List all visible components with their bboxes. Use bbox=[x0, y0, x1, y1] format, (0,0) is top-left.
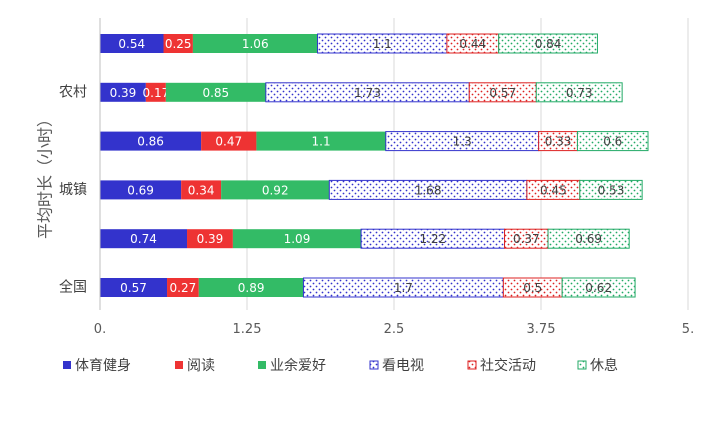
bar-value-label: 0.84 bbox=[535, 37, 562, 51]
bar-value-label: 0.5 bbox=[523, 281, 542, 295]
bar-value-label: 0.89 bbox=[238, 281, 265, 295]
bar-segment bbox=[579, 179, 643, 200]
bar-segment bbox=[100, 278, 168, 297]
x-tick-label: 5. bbox=[682, 322, 694, 337]
x-tick-label: 1.25 bbox=[233, 322, 262, 337]
bar-value-label: 0.54 bbox=[118, 37, 145, 51]
category-label: 全国 bbox=[59, 279, 87, 296]
bar-value-label: 1.22 bbox=[419, 232, 446, 246]
legend-swatch bbox=[577, 360, 587, 370]
bar-segment bbox=[232, 229, 362, 249]
bar-value-label: 0.39 bbox=[110, 86, 137, 100]
bar-value-label: 0.73 bbox=[566, 86, 593, 100]
bar-value-label: 0.57 bbox=[489, 86, 516, 100]
bar-value-label: 0.57 bbox=[120, 281, 147, 295]
bar-segment bbox=[163, 34, 193, 53]
bar-value-label: 1.06 bbox=[242, 37, 269, 51]
category-label: 城镇 bbox=[59, 182, 87, 198]
x-tick-label: 3.75 bbox=[527, 322, 556, 337]
bar-value-label: 1.73 bbox=[354, 86, 381, 100]
legend: 体育健身 阅读 业余爱好 看电视 社交活动 休息 bbox=[63, 357, 618, 374]
bar-value-label: 1.1 bbox=[373, 37, 392, 51]
bar-segment bbox=[167, 278, 199, 297]
bar-value-label: 0.69 bbox=[575, 232, 602, 246]
bar-segment bbox=[187, 229, 233, 249]
bar-segment bbox=[561, 277, 636, 298]
bar-segment bbox=[145, 82, 166, 102]
bar-segment bbox=[100, 131, 202, 151]
bar-value-label: 0.39 bbox=[197, 232, 224, 246]
bar-value-label: 0.62 bbox=[585, 281, 612, 295]
bar-segment bbox=[576, 131, 649, 152]
bar-value-label: 0.17 bbox=[143, 86, 170, 100]
x-tick-label: 2.5 bbox=[384, 322, 405, 337]
bar-segment bbox=[498, 33, 598, 54]
bar-segment bbox=[256, 131, 386, 151]
bar-value-label: 0.53 bbox=[598, 183, 625, 197]
bar-value-label: 0.27 bbox=[170, 281, 197, 295]
legend-swatch bbox=[369, 360, 379, 370]
bar-segment bbox=[100, 82, 146, 102]
y-axis-title: 平均时长（小时） bbox=[36, 111, 55, 239]
legend-label: 看电视 bbox=[382, 358, 424, 374]
bar-value-label: 1.7 bbox=[394, 281, 413, 295]
legend-swatch bbox=[467, 360, 477, 370]
bar-segment bbox=[221, 180, 330, 200]
bars: 0.54 0.25 1.06 1.1 0.44 0.84 0.39 0.17 0.85 1.73 0… bbox=[100, 33, 649, 298]
legend-label: 休息 bbox=[590, 357, 618, 374]
bar-segment bbox=[165, 82, 266, 102]
bar-value-label: 0.92 bbox=[262, 183, 289, 197]
legend-swatch bbox=[63, 361, 71, 369]
legend-label: 体育健身 bbox=[75, 358, 131, 374]
bar-value-label: 0.44 bbox=[459, 37, 486, 51]
legend-swatch bbox=[175, 361, 183, 369]
bar-segment bbox=[535, 82, 623, 103]
legend-label: 阅读 bbox=[187, 357, 215, 374]
grid-lines bbox=[99, 18, 689, 310]
bar-segment bbox=[100, 34, 164, 53]
bar-value-label: 0.33 bbox=[545, 135, 572, 149]
bar-value-label: 0.6 bbox=[603, 135, 622, 149]
legend-swatch bbox=[258, 361, 266, 369]
category-label: 农村 bbox=[59, 84, 87, 100]
bar-value-label: 0.69 bbox=[127, 183, 154, 197]
bar-value-label: 0.37 bbox=[513, 232, 540, 246]
bar-value-label: 1.68 bbox=[415, 183, 442, 197]
legend-label: 社交活动 bbox=[480, 357, 536, 374]
x-tick-label: 0. bbox=[94, 322, 106, 337]
bar-segment bbox=[181, 180, 222, 200]
bar-value-label: 0.74 bbox=[130, 232, 157, 246]
bar-value-label: 1.09 bbox=[284, 232, 311, 246]
bar-value-label: 0.25 bbox=[165, 37, 192, 51]
bar-value-label: 0.47 bbox=[215, 135, 242, 149]
bar-value-label: 0.85 bbox=[202, 86, 229, 100]
bar-segment bbox=[201, 131, 257, 151]
bar-segment bbox=[192, 34, 318, 53]
bar-value-label: 1.3 bbox=[453, 135, 472, 149]
bar-value-label: 0.34 bbox=[188, 183, 215, 197]
bar-segment bbox=[547, 228, 630, 249]
bar-value-label: 1.1 bbox=[312, 135, 331, 149]
legend-label: 业余爱好 bbox=[270, 357, 326, 374]
bar-segment bbox=[100, 180, 182, 200]
bar-segment bbox=[100, 229, 188, 249]
bar-value-label: 0.45 bbox=[540, 183, 567, 197]
bar-segment bbox=[198, 278, 304, 297]
bar-value-label: 0.86 bbox=[137, 135, 164, 149]
